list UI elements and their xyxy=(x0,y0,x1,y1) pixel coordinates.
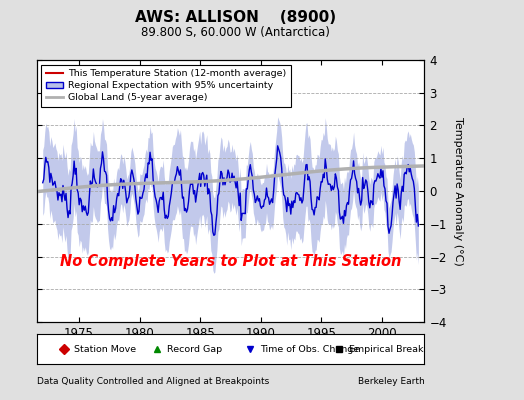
Text: No Complete Years to Plot at This Station: No Complete Years to Plot at This Statio… xyxy=(60,254,401,269)
Text: Station Move: Station Move xyxy=(73,344,136,354)
Text: Time of Obs. Change: Time of Obs. Change xyxy=(260,344,359,354)
Text: AWS: ALLISON    (8900): AWS: ALLISON (8900) xyxy=(135,10,336,25)
Text: Empirical Break: Empirical Break xyxy=(349,344,423,354)
Text: Berkeley Earth: Berkeley Earth xyxy=(358,377,424,386)
Y-axis label: Temperature Anomaly (°C): Temperature Anomaly (°C) xyxy=(453,117,463,265)
Text: 89.800 S, 60.000 W (Antarctica): 89.800 S, 60.000 W (Antarctica) xyxy=(141,26,330,39)
Text: Data Quality Controlled and Aligned at Breakpoints: Data Quality Controlled and Aligned at B… xyxy=(37,377,269,386)
Text: Record Gap: Record Gap xyxy=(167,344,222,354)
Legend: This Temperature Station (12-month average), Regional Expectation with 95% uncer: This Temperature Station (12-month avera… xyxy=(41,65,291,107)
